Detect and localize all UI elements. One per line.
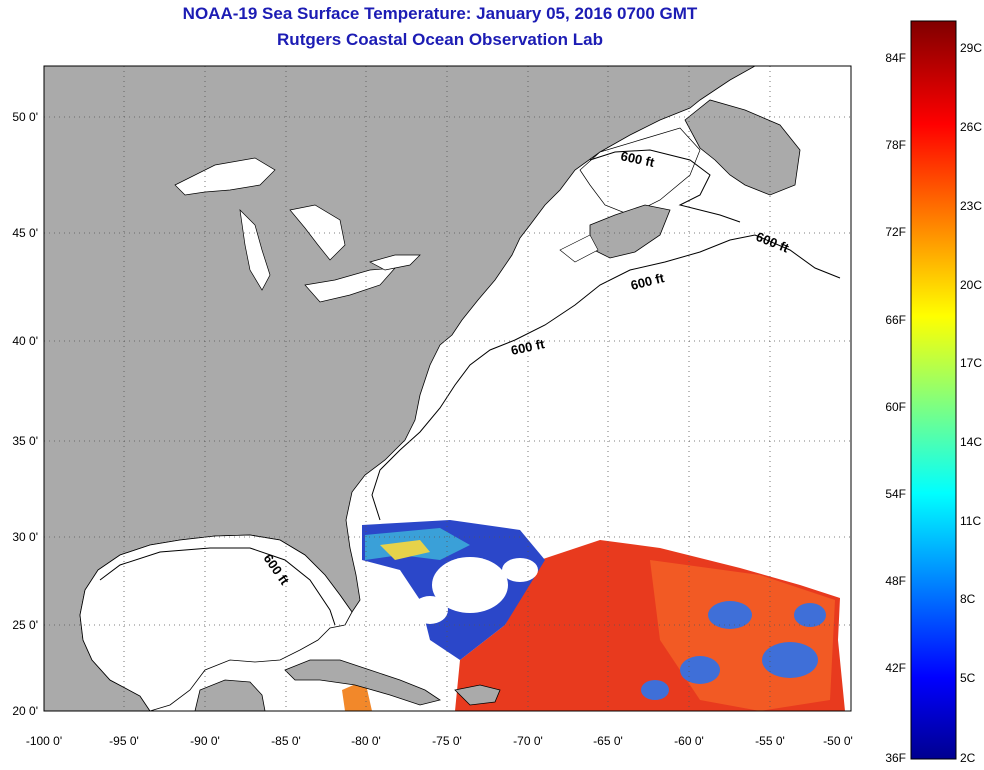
x-tick-label: -50 0' xyxy=(823,734,853,748)
sst-cool-patches xyxy=(641,601,826,700)
y-tick-label: 50 0' xyxy=(12,110,38,124)
x-tick-label: -55 0' xyxy=(755,734,785,748)
land-hispaniola xyxy=(454,684,501,706)
gulf-of-mexico xyxy=(79,534,353,711)
great-lakes xyxy=(174,157,421,303)
colorbar-c-label: 2C xyxy=(960,751,976,765)
colorbar-f-label: 78F xyxy=(885,138,906,152)
y-tick-label: 45 0' xyxy=(12,226,38,240)
land-newfoundland xyxy=(684,99,801,196)
x-tick-label: -60 0' xyxy=(674,734,704,748)
contour-label-600ft: 600 ft xyxy=(510,336,547,358)
colorbar-f-label: 60F xyxy=(885,400,906,414)
land-nova-scotia xyxy=(589,204,671,259)
colorbar-c-label: 26C xyxy=(960,120,982,134)
map-subtitle: Rutgers Coastal Ocean Observation Lab xyxy=(277,30,603,49)
x-tick-label: -100 0' xyxy=(26,734,62,748)
sst-patch-yellow xyxy=(380,540,430,560)
map-frame xyxy=(43,65,852,712)
colorbar-f-label: 66F xyxy=(885,313,906,327)
colorbar-f-label: 48F xyxy=(885,574,906,588)
x-tick-label: -65 0' xyxy=(593,734,623,748)
y-tick-label: 35 0' xyxy=(12,434,38,448)
land-yucatan xyxy=(194,679,266,711)
colorbar-celsius-labels: 29C 26C 23C 20C 17C 14C 11C 8C 5C 2C xyxy=(960,41,982,765)
colorbar-c-label: 5C xyxy=(960,671,976,685)
colorbar-f-label: 72F xyxy=(885,225,906,239)
y-tick-label: 25 0' xyxy=(12,618,38,632)
sst-cloud-gaps xyxy=(412,557,538,624)
x-tick-label: -90 0' xyxy=(190,734,220,748)
isobath-600ft xyxy=(371,234,841,521)
y-tick-label: 20 0' xyxy=(12,704,38,718)
x-tick-label: -70 0' xyxy=(513,734,543,748)
isobath-600ft-canada xyxy=(589,149,741,223)
x-tick-label: -80 0' xyxy=(351,734,381,748)
colorbar xyxy=(910,20,957,760)
y-tick-label: 40 0' xyxy=(12,334,38,348)
latitude-ticks: 50 0' 45 0' 40 0' 35 0' 30 0' 25 0' 20 0… xyxy=(12,110,38,718)
colorbar-c-label: 29C xyxy=(960,41,982,55)
colorbar-f-label: 54F xyxy=(885,487,906,501)
colorbar-c-label: 14C xyxy=(960,435,982,449)
colorbar-c-label: 8C xyxy=(960,592,976,606)
gulf-of-st-lawrence xyxy=(579,127,701,216)
colorbar-f-label: 84F xyxy=(885,51,906,65)
isobath-600ft-gulf xyxy=(99,547,336,626)
x-tick-label: -95 0' xyxy=(109,734,139,748)
land-cuba xyxy=(284,659,441,706)
map-title: NOAA-19 Sea Surface Temperature: January… xyxy=(182,4,698,23)
bay-of-fundy xyxy=(559,234,599,263)
colorbar-c-label: 17C xyxy=(960,356,982,370)
colorbar-fahrenheit-labels: 84F 78F 72F 66F 60F 54F 48F 42F 36F xyxy=(885,51,906,765)
x-tick-label: -75 0' xyxy=(432,734,462,748)
colorbar-f-label: 42F xyxy=(885,661,906,675)
contour-label-600ft: 600 ft xyxy=(619,148,656,170)
x-tick-label: -85 0' xyxy=(271,734,301,748)
colorbar-c-label: 11C xyxy=(960,514,981,528)
longitude-ticks: -100 0' -95 0' -90 0' -85 0' -80 0' -75 … xyxy=(26,734,853,748)
colorbar-c-label: 23C xyxy=(960,199,982,213)
y-tick-label: 30 0' xyxy=(12,530,38,544)
colorbar-c-label: 20C xyxy=(960,278,982,292)
colorbar-f-label: 36F xyxy=(885,751,906,765)
